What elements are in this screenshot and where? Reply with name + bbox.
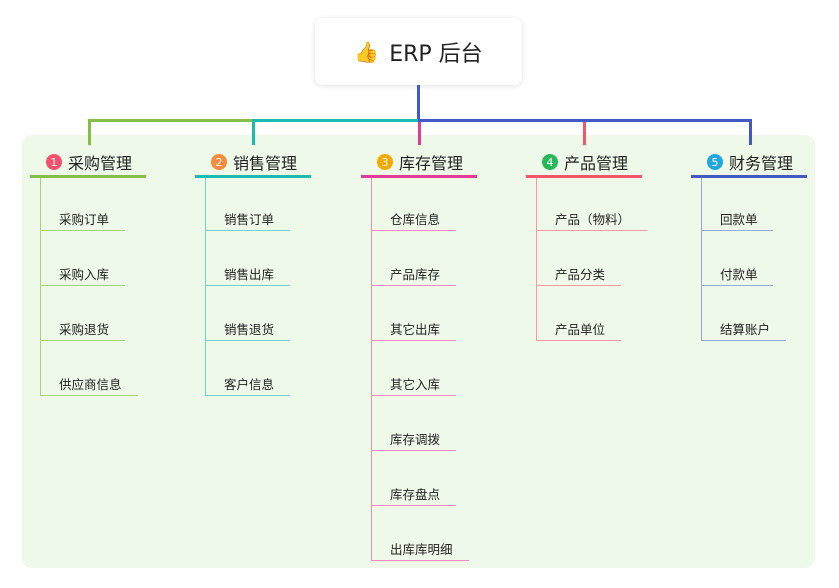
child-underline [40, 340, 125, 341]
connector-line [252, 119, 420, 122]
child-underline [371, 395, 456, 396]
child-node[interactable]: 供应商信息 [59, 377, 122, 392]
child-node[interactable]: 销售出库 [224, 267, 275, 282]
category-title: 4 产品管理 [542, 150, 628, 174]
child-connector [701, 178, 702, 341]
thumbs-up-icon: 👍 [354, 39, 380, 64]
root-title: ERP 后台 [389, 41, 483, 67]
child-underline [371, 505, 456, 506]
child-node[interactable]: 销售退货 [224, 322, 275, 337]
child-node[interactable]: 库存调拨 [390, 432, 441, 447]
category-label: 产品管理 [564, 154, 629, 173]
branch-panel [22, 135, 815, 568]
child-node[interactable]: 其它入库 [390, 377, 441, 392]
category-title: 5 财务管理 [707, 150, 793, 174]
child-node[interactable]: 产品单位 [555, 322, 606, 337]
child-node[interactable]: 结算账户 [720, 322, 771, 337]
category-underline [195, 175, 311, 178]
child-underline [40, 230, 125, 231]
child-underline [701, 340, 786, 341]
category-label: 采购管理 [68, 154, 133, 173]
child-node[interactable]: 出库库明细 [390, 542, 453, 557]
child-underline [40, 395, 138, 396]
connector-line [583, 119, 586, 145]
connector-line [418, 119, 751, 122]
category-underline [361, 175, 477, 178]
category-underline [526, 175, 642, 178]
connector-line [749, 119, 752, 145]
number-badge: 4 [542, 154, 558, 170]
child-node[interactable]: 回款单 [720, 212, 758, 227]
number-badge: 1 [46, 154, 62, 170]
child-underline [371, 230, 456, 231]
child-node[interactable]: 采购退货 [59, 322, 110, 337]
child-node[interactable]: 客户信息 [224, 377, 275, 392]
child-connector [371, 178, 372, 561]
root-node[interactable]: 👍 ERP 后台 [315, 18, 522, 85]
child-node[interactable]: 销售订单 [224, 212, 275, 227]
category-label: 销售管理 [233, 154, 298, 173]
child-connector [205, 178, 206, 396]
connector-line [88, 119, 91, 145]
child-underline [536, 340, 621, 341]
connector-line [88, 119, 254, 122]
child-node[interactable]: 库存盘点 [390, 487, 441, 502]
number-badge: 2 [211, 154, 227, 170]
category-label: 财务管理 [729, 154, 794, 173]
child-connector [40, 178, 41, 396]
child-underline [205, 230, 290, 231]
connector-line [417, 85, 420, 121]
child-underline [40, 285, 125, 286]
category-underline [691, 175, 807, 178]
child-underline [536, 230, 647, 231]
child-underline [371, 340, 456, 341]
child-underline [371, 560, 469, 561]
category-title: 3 库存管理 [377, 150, 463, 174]
category-title: 1 采购管理 [46, 150, 132, 174]
category-label: 库存管理 [399, 154, 464, 173]
child-underline [371, 450, 456, 451]
child-underline [536, 285, 621, 286]
child-node[interactable]: 采购入库 [59, 267, 110, 282]
child-node[interactable]: 仓库信息 [390, 212, 441, 227]
child-underline [205, 340, 290, 341]
child-connector [536, 178, 537, 341]
child-underline [205, 395, 290, 396]
child-node[interactable]: 采购订单 [59, 212, 110, 227]
child-underline [205, 285, 290, 286]
connector-line [252, 119, 255, 145]
child-underline [701, 285, 773, 286]
number-badge: 5 [707, 154, 723, 170]
child-node[interactable]: 产品库存 [390, 267, 441, 282]
child-underline [701, 230, 773, 231]
child-underline [371, 285, 456, 286]
connector-line [418, 119, 421, 145]
child-node[interactable]: 付款单 [720, 267, 758, 282]
child-node[interactable]: 产品（物料） [555, 212, 631, 227]
child-node[interactable]: 其它出库 [390, 322, 441, 337]
number-badge: 3 [377, 154, 393, 170]
category-underline [30, 175, 146, 178]
child-node[interactable]: 产品分类 [555, 267, 606, 282]
category-title: 2 销售管理 [211, 150, 297, 174]
